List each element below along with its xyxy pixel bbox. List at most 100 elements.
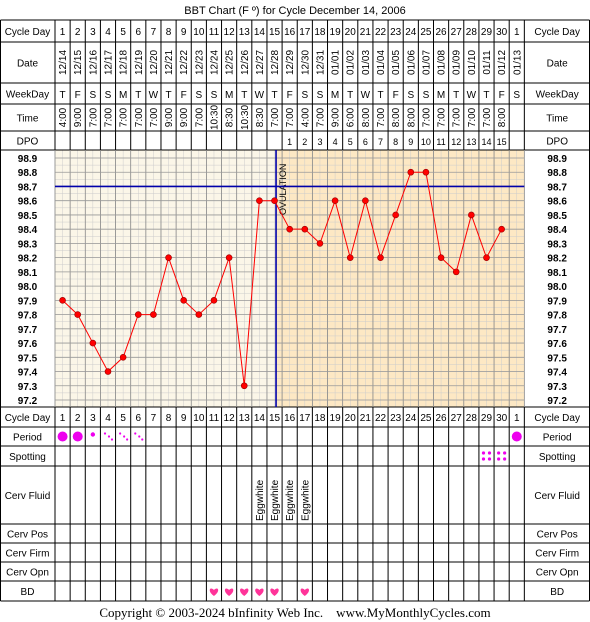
dpo-label: 11 xyxy=(436,137,445,147)
y-tick-label: 98.2 xyxy=(18,254,38,265)
time-label: 7:00 xyxy=(315,107,326,127)
cycle-day-number-bottom: 6 xyxy=(135,413,141,424)
cycle-day-number: 6 xyxy=(135,27,141,38)
temperature-point xyxy=(195,311,203,318)
weekday-label: T xyxy=(377,90,383,101)
weekday-label: S xyxy=(423,90,430,101)
intercourse-heart-icon xyxy=(209,588,219,596)
weekday-label: T xyxy=(60,90,66,101)
temperature-point xyxy=(59,297,66,304)
spotting-dot xyxy=(481,457,486,461)
cycle-day-number: 26 xyxy=(436,27,448,38)
y-tick-label: 98.6 xyxy=(18,197,38,208)
cycle-day-number-bottom: 13 xyxy=(239,413,251,424)
temperature-point xyxy=(377,254,384,261)
cycle-day-number: 11 xyxy=(209,27,220,38)
y-tick-label-right: 97.6 xyxy=(547,339,567,350)
weekday-label: T xyxy=(271,90,277,101)
dpo-label: 1 xyxy=(287,137,292,147)
date-label: 12/25 xyxy=(225,50,236,75)
chart-title: BBT Chart (F º) for Cycle December 14, 2… xyxy=(184,5,405,17)
cycle-day-number: 8 xyxy=(166,27,172,38)
cycle-day-number-bottom: 11 xyxy=(209,413,220,424)
dpo-label: 3 xyxy=(317,137,322,147)
y-tick-label: 98.4 xyxy=(18,225,38,236)
weekday-label: F xyxy=(393,90,399,101)
cycle-day-number: 29 xyxy=(481,27,493,38)
time-label: 8:30 xyxy=(225,107,236,127)
time-label: 7:00 xyxy=(88,107,99,127)
date-label: 12/31 xyxy=(315,50,326,75)
weekday-label: W xyxy=(467,90,477,101)
y-tick-label-right: 98.1 xyxy=(547,268,567,279)
row-label-cfirm: Cerv Firm xyxy=(6,549,50,560)
temperature-point xyxy=(271,197,278,205)
temperature-point xyxy=(74,311,82,318)
cycle-day-number-bottom: 16 xyxy=(284,413,296,424)
date-label: 01/07 xyxy=(421,50,432,75)
row-label-right-date: Date xyxy=(547,59,569,70)
temperature-point xyxy=(362,197,369,205)
cycle-day-number-bottom: 17 xyxy=(299,413,311,424)
cycle-day-number: 1 xyxy=(514,27,520,38)
period-spot-dot xyxy=(134,432,137,435)
dpo-label: 5 xyxy=(348,137,353,147)
time-label: 7:00 xyxy=(452,107,463,127)
y-tick-label-right: 97.5 xyxy=(547,353,567,364)
y-tick-label: 97.9 xyxy=(18,296,38,307)
cerv-fluid-label: Eggwhite xyxy=(255,479,266,521)
cycle-day-number: 20 xyxy=(345,27,357,38)
period-light-dot xyxy=(90,432,96,437)
time-label: 8:30 xyxy=(255,107,266,127)
y-tick-label: 98.5 xyxy=(18,211,38,222)
row-label-spot: Spotting xyxy=(9,452,46,463)
time-label: 7:00 xyxy=(376,107,387,127)
row-label-right-copn: Cerv Opn xyxy=(536,568,579,579)
dpo-label: 14 xyxy=(481,137,491,147)
cycle-day-number-bottom: 23 xyxy=(390,413,402,424)
post-ovulation-area xyxy=(276,150,525,407)
time-label: 7:00 xyxy=(482,107,493,127)
cycle-day-number: 15 xyxy=(269,27,281,38)
spotting-dot xyxy=(497,457,501,461)
intercourse-heart-icon xyxy=(270,588,279,596)
dpo-label: 13 xyxy=(466,137,476,147)
dpo-label: 15 xyxy=(497,137,507,147)
temperature-point xyxy=(468,211,475,219)
cycle-day-number-bottom: 14 xyxy=(254,413,266,424)
cycle-day-number: 16 xyxy=(284,27,296,38)
temperature-point xyxy=(286,225,293,233)
y-tick-label: 97.7 xyxy=(18,325,38,336)
temperature-point xyxy=(331,197,339,205)
period-spot-dot xyxy=(119,432,122,435)
y-tick-label-right: 98.0 xyxy=(547,282,567,293)
row-label-cp: Cerv Pos xyxy=(7,530,48,541)
cycle-day-number-bottom: 20 xyxy=(345,413,357,424)
time-label: 4:00 xyxy=(58,107,69,127)
temperature-point xyxy=(240,382,248,390)
cycle-day-number-bottom: 1 xyxy=(514,413,520,424)
date-label: 01/06 xyxy=(406,50,417,75)
cycle-day-number-bottom: 4 xyxy=(105,413,111,424)
row-label-right-wd: WeekDay xyxy=(536,90,579,101)
weekday-label: W xyxy=(255,90,265,101)
weekday-label: S xyxy=(90,90,97,101)
row-label-time: Time xyxy=(17,114,39,125)
date-label: 12/19 xyxy=(134,50,145,75)
date-label: 12/18 xyxy=(119,50,130,75)
temperature-point xyxy=(210,297,218,304)
temperature-point xyxy=(483,254,490,261)
cycle-day-number-bottom: 29 xyxy=(481,413,493,424)
row-label-cd2: Cycle Day xyxy=(5,413,51,424)
period-spot-dot xyxy=(103,432,107,435)
date-label: 12/30 xyxy=(300,50,311,75)
temperature-point xyxy=(437,254,445,261)
y-tick-label-right: 98.7 xyxy=(547,182,567,193)
y-tick-label: 98.9 xyxy=(18,154,38,165)
temperature-point xyxy=(452,268,460,276)
dpo-label: 12 xyxy=(451,137,461,147)
date-label: 01/04 xyxy=(376,50,387,75)
temperature-point xyxy=(301,225,309,233)
cycle-day-number: 12 xyxy=(224,27,236,38)
time-label: 8:00 xyxy=(361,107,372,127)
